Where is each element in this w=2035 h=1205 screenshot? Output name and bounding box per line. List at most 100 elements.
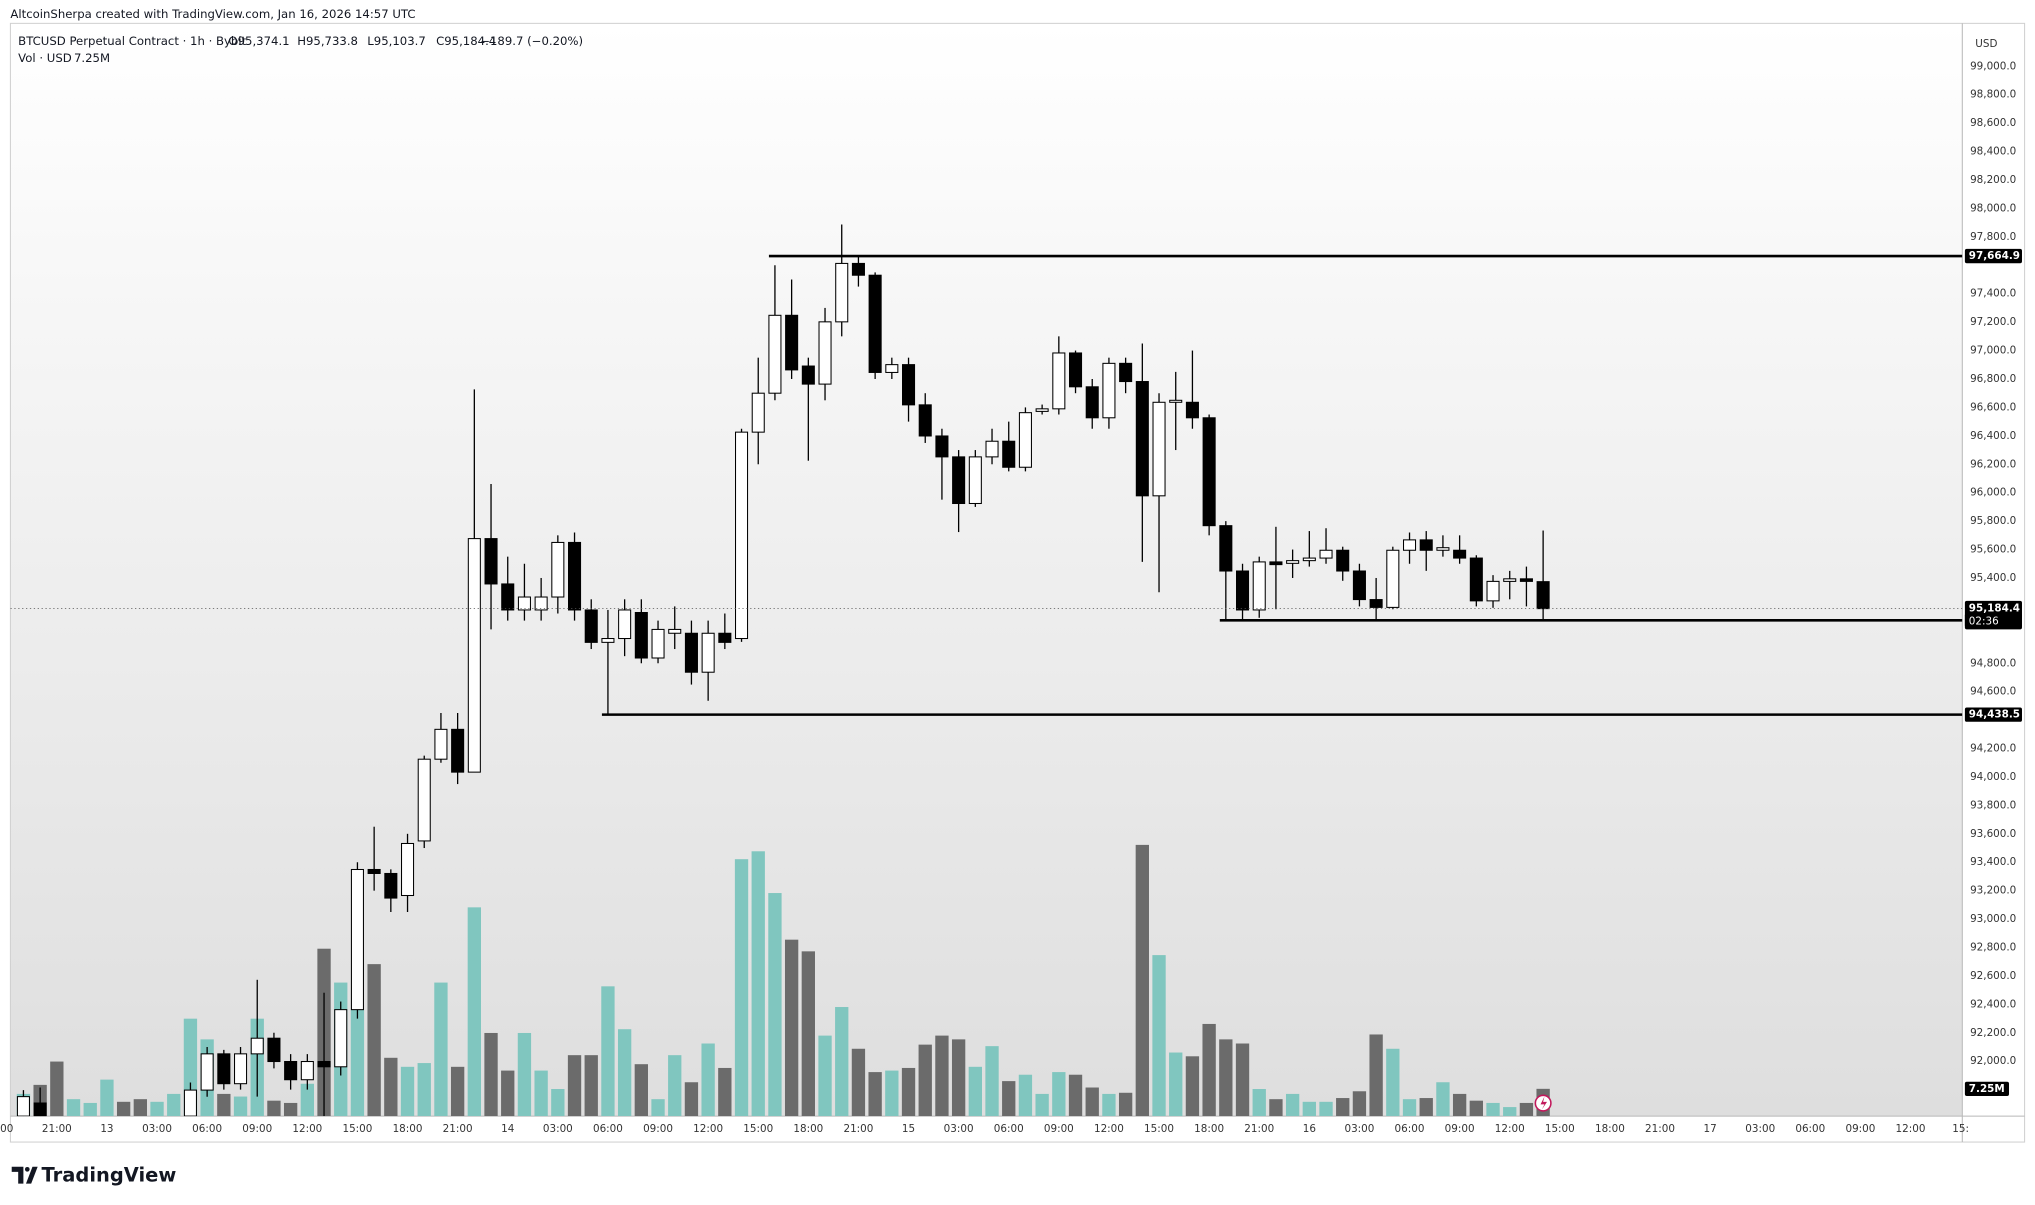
candle-body [1102,362,1116,419]
level-label: 94,438.5 [1969,709,2020,721]
y-tick-label: 97,200.0 [1970,316,2016,328]
candle-body [634,611,648,659]
x-tick-label: 12:00 [292,1123,322,1135]
candle-body [1402,539,1417,551]
volume-label-box [1964,1081,2010,1096]
candle-body [668,628,682,634]
x-tick-label: 06:00 [994,1123,1024,1135]
candle-body [1503,578,1517,582]
volume-bar [968,1066,982,1117]
volume-bar [1452,1093,1467,1117]
y-tick-label: 95,400.0 [1970,572,2016,584]
candle-body [701,632,715,673]
candle-body [618,609,632,640]
volume-bar [83,1102,97,1117]
legend-low: L95,103.7 [367,34,425,48]
level-label-box [1964,707,2022,722]
candle-body [1519,578,1533,582]
volume-bar [951,1039,966,1117]
x-tick-label: 21:00 [1244,1123,1274,1135]
candle-body [801,365,815,385]
volume-bar [1252,1089,1266,1117]
volume-bar [434,982,448,1117]
candle-body [651,628,665,659]
x-tick-label: 21:00 [843,1123,873,1135]
y-tick-label: 94,600.0 [1970,686,2016,698]
volume-bar [885,1070,899,1117]
volume-bar [501,1070,515,1117]
volume-bar [668,1055,682,1117]
volume-bar [1202,1023,1216,1117]
volume-bar [818,1035,832,1117]
volume-bar [66,1099,81,1117]
x-tick-label: 18:00 [393,1123,423,1135]
candle-body [467,538,481,773]
volume-bar [1085,1087,1099,1117]
y-tick-label: 93,200.0 [1970,885,2016,897]
volume-bar [1135,844,1149,1117]
y-tick-label: 96,400.0 [1970,430,2016,442]
countdown-label: 02:36 [1969,616,1999,628]
candle-body [451,728,465,773]
x-tick-label: 03:00 [543,1123,573,1135]
candle-body [1002,440,1016,468]
volume-bar [868,1072,882,1117]
volume-bar [217,1093,231,1117]
y-tick-label: 99,000.0 [1970,60,2016,72]
volume-bar [367,964,381,1117]
candle-body [985,440,999,458]
volume-bar [1185,1056,1200,1117]
candle-body [1085,386,1099,419]
x-tick-label: 21:00 [443,1123,473,1135]
volume-bar [1319,1101,1333,1117]
y-tick-label: 97,000.0 [1970,345,2016,357]
candle-body [1219,525,1233,572]
y-tick-label: 97,400.0 [1970,288,2016,300]
y-tick-label: 94,800.0 [1970,657,2016,669]
x-tick-label: 17 [1704,1123,1717,1135]
volume-label: 7.25M [1969,1083,2005,1095]
x-tick-label: 16 [1303,1123,1316,1135]
volume-bar [417,1063,431,1117]
volume-bar [584,1055,598,1117]
candle-body [1419,539,1433,551]
y-tick-label: 98,800.0 [1970,89,2016,101]
plot-background [10,23,1963,1117]
candle-body [234,1053,248,1085]
volume-bar [768,893,782,1117]
candle-body [818,321,832,385]
volume-bar [851,1048,866,1117]
candle-body [1185,401,1199,419]
candle-body [250,1037,264,1055]
x-tick-label: 15: [1952,1123,1969,1135]
candle-body [835,262,849,323]
volume-bar [283,1102,298,1117]
volume-bar [1285,1093,1300,1117]
candle-body [217,1053,231,1085]
candle-body [267,1037,281,1063]
y-tick-label: 95,800.0 [1970,515,2016,527]
candle-body [417,758,431,842]
volume-bar [116,1101,131,1117]
brand-name: TradingView [42,1163,177,1186]
candle-body [33,1102,47,1117]
plot-area [10,224,1963,1117]
candle-body [183,1089,197,1117]
volume-bar [918,1044,932,1117]
x-tick-label: 15:00 [1144,1123,1174,1135]
candle-body [1386,549,1400,608]
candle-body [16,1096,30,1117]
volume-bar [484,1032,498,1117]
last-price-box [1964,600,2022,630]
x-tick-label: 03:00 [944,1123,974,1135]
volume-bar [450,1066,465,1117]
y-tick-label: 93,800.0 [1970,799,2016,811]
x-tick-label: 03:00 [1344,1123,1374,1135]
volume-title: Vol · USD [18,51,72,65]
volume-bar [517,1032,532,1117]
candle-body [952,456,966,505]
volume-bar [100,1079,114,1117]
candle-body [568,541,582,611]
x-tick-label: 21:00 [1645,1123,1675,1135]
